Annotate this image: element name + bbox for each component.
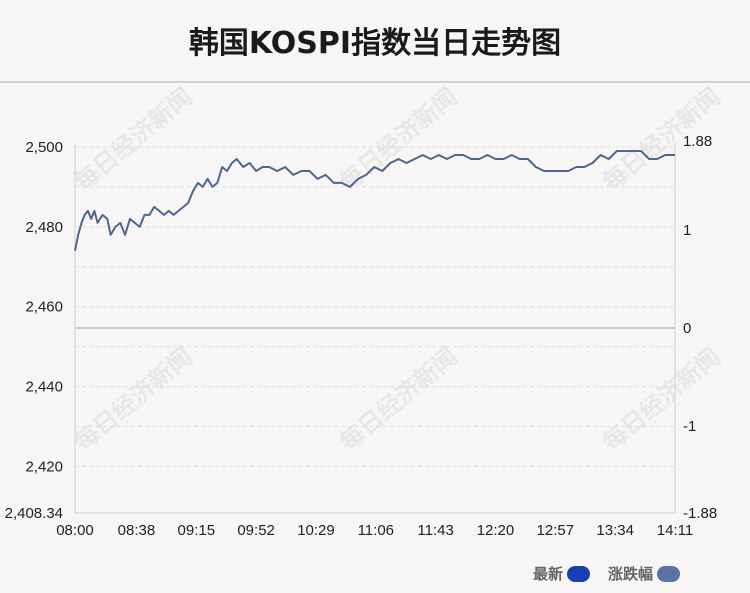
left-tick-label: 2,480	[25, 219, 63, 236]
left-tick-label: 2,460	[25, 299, 63, 316]
right-tick-label: -1.88	[683, 505, 717, 522]
left-tick-label: 2,420	[25, 458, 63, 475]
legend-label-latest: 最新	[533, 565, 564, 583]
right-tick-label: -1	[683, 418, 696, 435]
x-tick-label: 11:06	[358, 522, 394, 539]
x-tick-label: 14:11	[657, 522, 693, 539]
x-tick-label: 12:57	[537, 522, 575, 539]
x-tick-label: 11:43	[417, 522, 453, 539]
title-divider	[0, 81, 750, 83]
left-tick-label: 2,500	[25, 139, 63, 156]
right-tick-label: 1.88	[683, 133, 712, 150]
x-tick-label: 10:29	[297, 522, 335, 539]
chart-title: 韩国KOSPI指数当日走势图	[188, 26, 562, 61]
legend-swatch-change	[657, 565, 681, 582]
x-tick-label: 09:52	[237, 522, 275, 539]
legend-label-change: 涨跌幅	[608, 565, 654, 583]
x-tick-label: 12:20	[477, 522, 515, 539]
left-tick-label: 2,440	[25, 379, 63, 396]
right-tick-label: 0	[683, 320, 691, 337]
legend-swatch-latest	[567, 565, 591, 582]
x-tick-label: 09:15	[178, 522, 216, 539]
x-tick-label: 08:38	[118, 522, 156, 539]
x-tick-label: 08:00	[56, 522, 94, 539]
legend-item-latest: 最新	[533, 563, 591, 584]
legend-item-change: 涨跌幅	[608, 563, 681, 584]
x-tick-label: 13:34	[596, 522, 634, 539]
kospi-series-line	[74, 150, 675, 251]
right-tick-label: 1	[683, 222, 691, 239]
left-tick-label: 2,408.34	[5, 505, 63, 522]
